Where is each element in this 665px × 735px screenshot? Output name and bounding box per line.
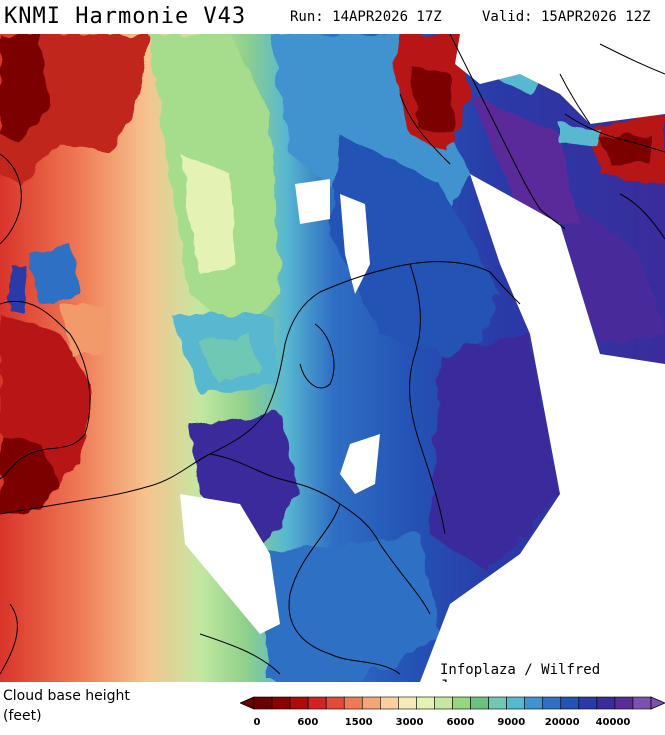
colorbar-tick-label: 6000 xyxy=(446,717,475,728)
valid-time: Valid: 15APR2026 12Z xyxy=(482,9,651,25)
colorbar-tick-label: 1500 xyxy=(344,717,373,728)
colorbar-swatch xyxy=(506,696,525,710)
colorbar-swatch xyxy=(307,696,327,710)
legend: Cloud base height (feet) 0 600 1500 3000 600… xyxy=(0,682,665,735)
colorbar-swatch xyxy=(416,696,435,710)
run-time: Run: 14APR2026 17Z xyxy=(290,9,442,25)
legend-title: Cloud base height (feet) xyxy=(3,686,130,726)
colorbar-swatch xyxy=(361,696,381,710)
colorbar-tick-label: 600 xyxy=(297,717,319,728)
colorbar-tick-label: 9000 xyxy=(497,717,526,728)
colorbar-tick-label: 3000 xyxy=(395,717,424,728)
colorbar-max-arrow xyxy=(650,696,665,710)
colorbar-swatch xyxy=(632,696,652,710)
colorbar-swatch xyxy=(614,696,634,710)
colorbar-swatch xyxy=(470,696,489,710)
colorbar-swatch xyxy=(289,696,309,710)
colorbar-tick-label: 0 xyxy=(253,717,261,728)
model-title: KNMI Harmonie V43 xyxy=(4,4,247,29)
header: KNMI Harmonie V43 Run: 14APR2026 17Z Val… xyxy=(0,0,665,34)
colorbar-swatch xyxy=(542,696,562,710)
colorbar-min-arrow xyxy=(238,696,255,710)
colorbar-swatch xyxy=(380,696,399,710)
colorbar-swatch xyxy=(343,696,363,710)
colorbar-swatch xyxy=(560,696,580,710)
colorbar-swatch xyxy=(488,696,507,710)
colorbar-tick-label: 40000 xyxy=(595,717,631,728)
legend-title-line1: Cloud base height xyxy=(3,688,130,704)
colorbar-swatches xyxy=(238,696,665,710)
colorbar-swatch xyxy=(452,696,471,710)
colorbar-tick-label: 20000 xyxy=(544,717,580,728)
cloud-base-field xyxy=(0,34,665,682)
colorbar-swatch xyxy=(253,696,273,710)
weather-map xyxy=(0,34,665,682)
colorbar-swatch xyxy=(325,696,345,710)
colorbar-swatch xyxy=(434,696,453,710)
legend-title-line2: (feet) xyxy=(3,708,42,724)
colorbar-swatch xyxy=(596,696,616,710)
colorbar-swatch xyxy=(271,696,291,710)
colorbar: 0 600 1500 3000 6000 9000 20000 40000 xyxy=(238,692,665,728)
colorbar-swatch xyxy=(398,696,417,710)
colorbar-swatch xyxy=(524,696,544,710)
colorbar-swatch xyxy=(578,696,598,710)
